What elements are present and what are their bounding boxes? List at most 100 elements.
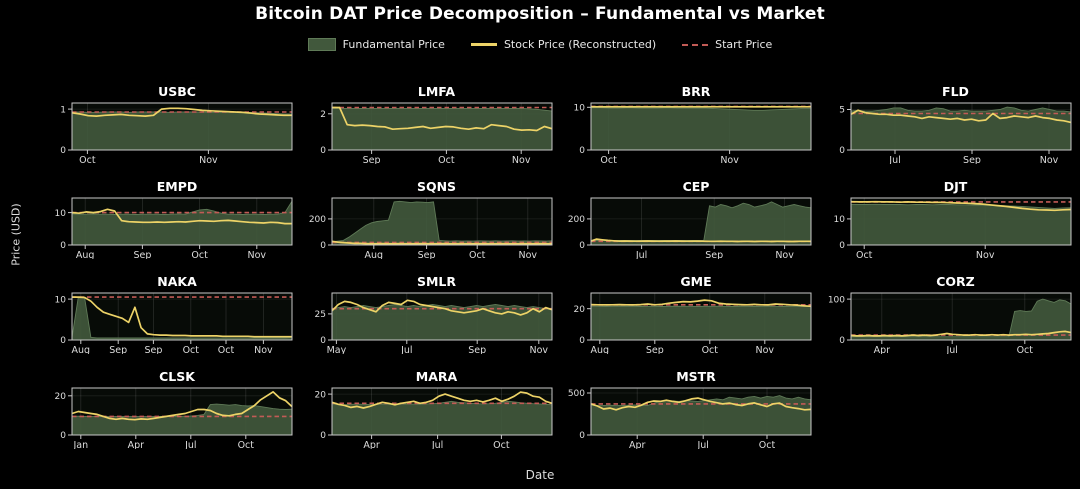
xtick-label: Oct [759,440,776,449]
xtick-label: May [326,345,346,354]
ytick-label: 2 [320,110,326,120]
subplot-title-CEP: CEP [682,179,710,194]
fundamental-edge [850,298,1071,338]
fundamental-edge [331,304,552,311]
axes-frame [850,197,1071,246]
subplot-FLD: FLD 5 0 Jul Sep Nov [819,84,1075,179]
axes-frame [331,102,552,151]
axes-frame [590,197,812,246]
subplot-BRR: BRR 10 0 Oct Nov [559,84,815,179]
subplot-MARA: MARA 20 0 Apr Jul Oct [300,369,556,464]
axes-frame [590,387,812,436]
subplot-NAKA: NAKA 10 0 Aug Sep Sep Oct Oct Nov [40,274,296,369]
chart-svg-DJT: 10 0 Oct Nov [833,197,1071,259]
xtick-label: Jul [184,440,196,449]
fundamental-area [331,201,552,245]
ytick-label: 100 [827,295,844,305]
axes-frame [590,102,812,151]
ytick-label: 0 [579,336,585,346]
axes-frame [331,387,552,436]
ytick-label: 0 [579,241,585,251]
chart-svg-SQNS: 200 0 Aug Sep Oct Nov [308,197,552,259]
charts-grid: USBC 1 0 Oct Nov LMFA 2 0 Sep Oct Nov BRR 10 0 Oct Nov F… [40,84,1078,464]
stock-line [72,296,292,338]
start-dash-swatch-icon [682,43,709,46]
xtick-label: Oct [855,250,872,259]
fundamental-edge [590,395,812,407]
xtick-label: Nov [248,250,267,259]
xtick-label: Sep [705,250,723,259]
ytick-label: 0 [60,146,66,156]
subplot-title-BRR: BRR [681,84,711,99]
subplot-EMPD: EMPD 10 0 Aug Sep Oct Nov [40,179,296,274]
axes-frame [71,102,293,151]
xtick-label: Nov [975,250,994,259]
xtick-label: Nov [720,155,739,164]
axes-frame [71,292,293,341]
xtick-label: Oct [493,440,510,449]
xtick-label: Oct [238,440,255,449]
xtick-label: Nov [775,250,794,259]
chart-svg-FLD: 5 0 Jul Sep Nov [839,102,1071,164]
axes-frame [850,102,1071,151]
legend-label-fundamental: Fundamental Price [342,38,445,51]
ytick-label: 10 [833,215,845,225]
x-axis-label: Date [525,468,555,482]
xtick-label: Nov [199,155,218,164]
fundamental-area [72,404,292,435]
ytick-label: 0 [839,241,845,251]
fundamental-area [591,306,811,340]
xtick-label: Nov [518,250,537,259]
xtick-label: Oct [600,155,617,164]
xtick-label: Sep [109,345,127,354]
xtick-label: Sep [417,250,435,259]
chart-svg-USBC: 1 0 Oct Nov [60,102,293,164]
xtick-label: Oct [468,250,485,259]
subplot-title-FLD: FLD [942,84,969,99]
stock-line [850,330,1071,337]
xtick-label: Sep [646,345,664,354]
stock-line [850,200,1071,212]
xtick-label: Apr [363,440,380,449]
stock-line [330,299,552,316]
stock-line [590,299,812,308]
ytick-label: 1 [60,105,66,115]
xtick-label: Nov [254,345,273,354]
subplot-DJT: DJT 10 0 Oct Nov [819,179,1075,274]
xtick-label: Apr [128,440,145,449]
stock-line [590,397,812,411]
xtick-label: Oct [702,345,719,354]
ytick-label: 0 [60,241,66,251]
fundamental-edge [331,200,552,243]
subplot-USBC: USBC 1 0 Oct Nov [40,84,296,179]
subplot-title-EMPD: EMPD [156,179,198,194]
legend-label-start: Start Price [715,38,773,51]
axes-frame [331,197,552,246]
ytick-label: 0 [60,336,66,346]
subplot-title-MARA: MARA [415,369,458,384]
subplot-SMLR: SMLR 25 0 May Jul Sep Nov [300,274,556,369]
legend-item-start: Start Price [682,38,772,51]
chart-svg-CLSK: 20 0 Jan Apr Jul Oct [55,387,293,449]
fundamental-edge [591,107,811,111]
legend-item-stock: Stock Price (Reconstructed) [470,38,656,51]
xtick-label: Aug [76,250,95,259]
fundamental-area [850,107,1071,150]
ytick-label: 20 [574,305,586,315]
stock-line [71,391,293,421]
subplot-GME: GME 20 0 Aug Sep Oct Nov [559,274,815,369]
fundamental-area [591,201,811,245]
legend: Fundamental Price Stock Price (Reconstru… [0,38,1080,51]
xtick-label: Jul [635,250,647,259]
fundamental-edge [850,203,1071,209]
xtick-label: Jul [696,440,708,449]
xtick-label: Sep [133,250,151,259]
y-axis-label: Price (USD) [9,203,23,266]
subplot-title-CLSK: CLSK [159,369,195,384]
stock-line [331,106,552,132]
ytick-label: 5 [839,106,845,116]
stock-line [850,109,1071,124]
chart-svg-LMFA: 2 0 Sep Oct Nov [320,102,552,164]
ytick-label: 20 [314,390,326,400]
